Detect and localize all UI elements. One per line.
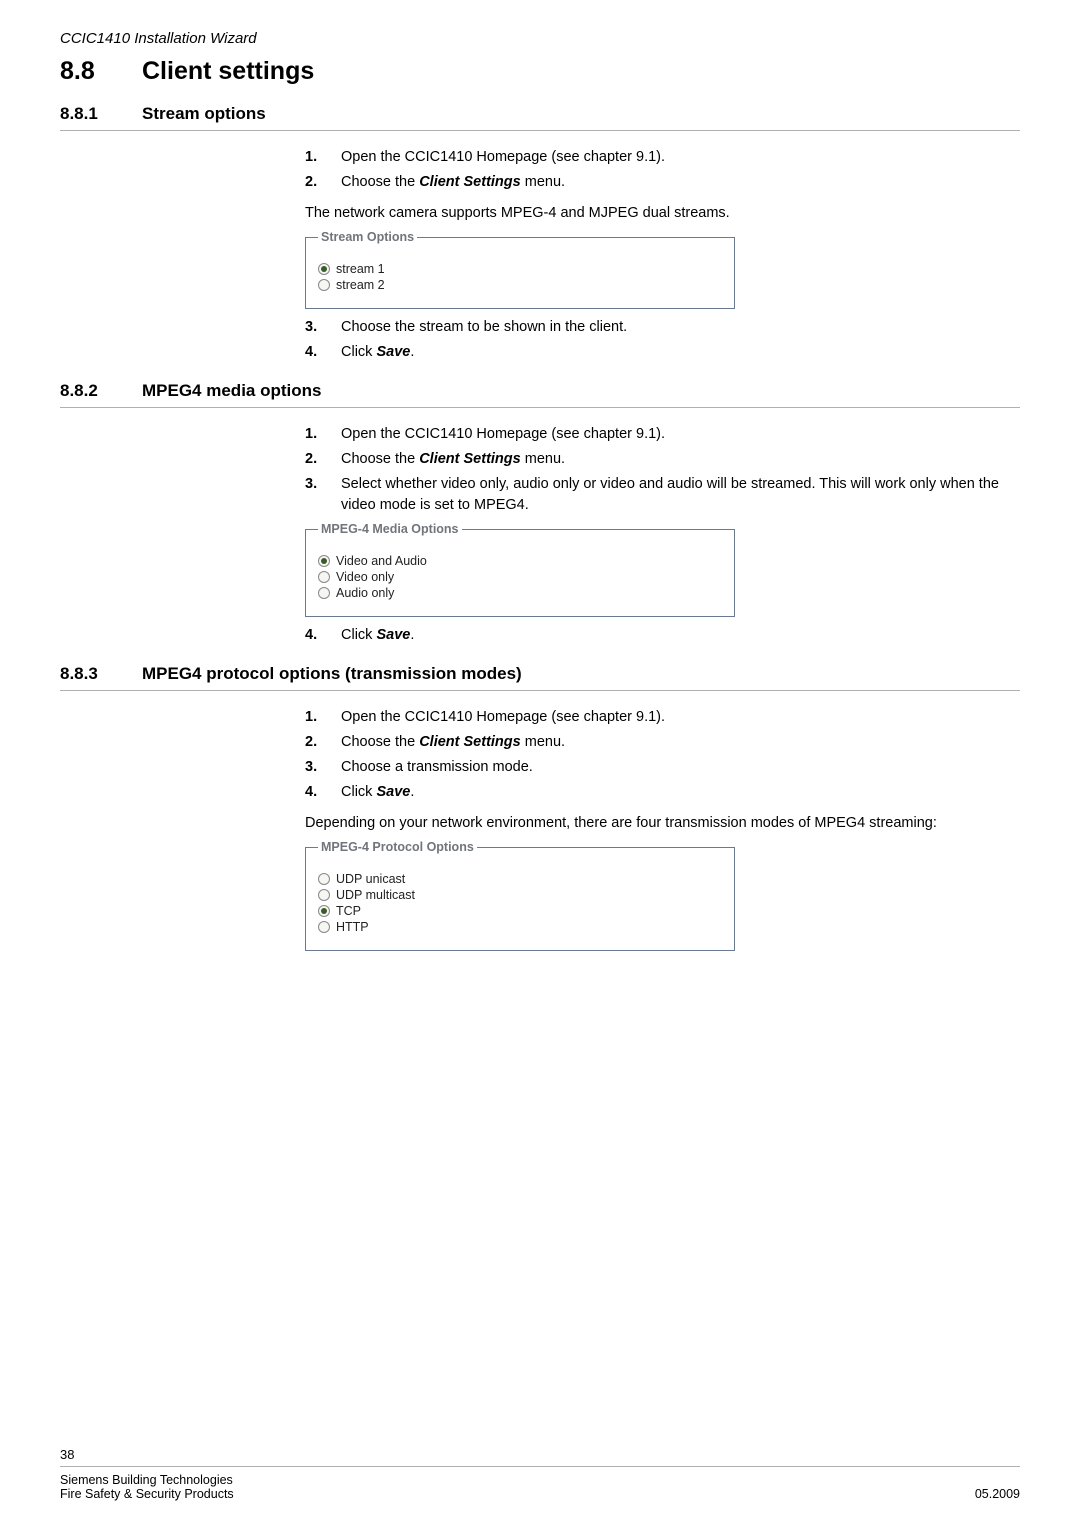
list-item: 4. Click Save.: [305, 782, 1010, 803]
list-item: 2. Choose the Client Settings menu.: [305, 449, 1010, 470]
list-text: Click Save.: [341, 625, 414, 646]
list-item: 4. Click Save.: [305, 625, 1010, 646]
list-marker: 4.: [305, 342, 341, 363]
radio-icon: [318, 905, 330, 917]
fieldset-legend: Stream Options: [318, 230, 417, 244]
list-item: 3. Select whether video only, audio only…: [305, 474, 1010, 516]
list-text: Choose a transmission mode.: [341, 757, 533, 778]
list-marker: 1.: [305, 707, 341, 728]
list-text: Select whether video only, audio only or…: [341, 474, 1010, 516]
list-text: Choose the stream to be shown in the cli…: [341, 317, 627, 338]
radio-label: stream 1: [336, 262, 385, 276]
section-title: Client settings: [142, 57, 314, 85]
list-item: 1. Open the CCIC1410 Homepage (see chapt…: [305, 424, 1010, 445]
list-marker: 3.: [305, 474, 341, 516]
list-item: 4. Click Save.: [305, 342, 1010, 363]
radio-label: Audio only: [336, 586, 394, 600]
list-text: Open the CCIC1410 Homepage (see chapter …: [341, 707, 665, 728]
fieldset-legend: MPEG-4 Media Options: [318, 522, 462, 536]
page-footer: 38 Siemens Building Technologies Fire Sa…: [60, 1447, 1020, 1501]
list-item: 2. Choose the Client Settings menu.: [305, 172, 1010, 193]
footer-date: 05.2009: [975, 1487, 1020, 1501]
radio-icon: [318, 571, 330, 583]
subsection-heading: 8.8.1Stream options: [60, 104, 1020, 124]
radio-video-audio[interactable]: Video and Audio: [318, 554, 722, 568]
radio-icon: [318, 921, 330, 933]
subsection-title: MPEG4 media options: [142, 381, 321, 400]
radio-stream2[interactable]: stream 2: [318, 278, 722, 292]
mpeg4-media-options-box: MPEG-4 Media Options Video and Audio Vid…: [305, 522, 735, 617]
list-text: Click Save.: [341, 342, 414, 363]
content-block-3: 1. Open the CCIC1410 Homepage (see chapt…: [305, 707, 1010, 951]
content-block-1: 1. Open the CCIC1410 Homepage (see chapt…: [305, 147, 1010, 363]
list-text: Open the CCIC1410 Homepage (see chapter …: [341, 147, 665, 168]
list-item: 3. Choose a transmission mode.: [305, 757, 1010, 778]
list-marker: 4.: [305, 782, 341, 803]
divider: [60, 130, 1020, 131]
list-text: Choose the Client Settings menu.: [341, 172, 565, 193]
list-marker: 2.: [305, 172, 341, 193]
radio-label: HTTP: [336, 920, 369, 934]
radio-http[interactable]: HTTP: [318, 920, 722, 934]
radio-udp-unicast[interactable]: UDP unicast: [318, 872, 722, 886]
footer-line2: Fire Safety & Security Products: [60, 1487, 234, 1501]
doc-header: CCIC1410 Installation Wizard: [60, 30, 1020, 47]
radio-icon: [318, 555, 330, 567]
subsection-heading: 8.8.2MPEG4 media options: [60, 381, 1020, 401]
stream-options-box: Stream Options stream 1 stream 2: [305, 230, 735, 309]
radio-icon: [318, 279, 330, 291]
list-text: Choose the Client Settings menu.: [341, 732, 565, 753]
content-block-2: 1. Open the CCIC1410 Homepage (see chapt…: [305, 424, 1010, 646]
radio-udp-multicast[interactable]: UDP multicast: [318, 888, 722, 902]
radio-icon: [318, 587, 330, 599]
fieldset-legend: MPEG-4 Protocol Options: [318, 840, 477, 854]
list-item: 1. Open the CCIC1410 Homepage (see chapt…: [305, 147, 1010, 168]
radio-video-only[interactable]: Video only: [318, 570, 722, 584]
paragraph: Depending on your network environment, t…: [305, 813, 1010, 834]
list-item: 3. Choose the stream to be shown in the …: [305, 317, 1010, 338]
subsection-number: 8.8.1: [60, 104, 142, 124]
subsection-title: Stream options: [142, 104, 266, 123]
list-item: 2. Choose the Client Settings menu.: [305, 732, 1010, 753]
radio-audio-only[interactable]: Audio only: [318, 586, 722, 600]
radio-label: UDP multicast: [336, 888, 415, 902]
list-marker: 2.: [305, 732, 341, 753]
subsection-heading: 8.8.3MPEG4 protocol options (transmissio…: [60, 664, 1020, 684]
subsection-number: 8.8.3: [60, 664, 142, 684]
list-text: Choose the Client Settings menu.: [341, 449, 565, 470]
radio-label: Video and Audio: [336, 554, 427, 568]
divider: [60, 407, 1020, 408]
list-marker: 4.: [305, 625, 341, 646]
list-marker: 3.: [305, 757, 341, 778]
subsection-number: 8.8.2: [60, 381, 142, 401]
section-heading: 8.8Client settings: [60, 57, 1020, 86]
list-marker: 1.: [305, 424, 341, 445]
divider: [60, 690, 1020, 691]
footer-line1: Siemens Building Technologies: [60, 1473, 234, 1487]
section-number: 8.8: [60, 57, 142, 86]
radio-label: TCP: [336, 904, 361, 918]
radio-label: stream 2: [336, 278, 385, 292]
paragraph: The network camera supports MPEG-4 and M…: [305, 203, 1010, 224]
list-marker: 3.: [305, 317, 341, 338]
radio-tcp[interactable]: TCP: [318, 904, 722, 918]
radio-icon: [318, 889, 330, 901]
radio-label: UDP unicast: [336, 872, 405, 886]
page-number: 38: [60, 1447, 1020, 1462]
list-marker: 2.: [305, 449, 341, 470]
list-text: Click Save.: [341, 782, 414, 803]
mpeg4-protocol-options-box: MPEG-4 Protocol Options UDP unicast UDP …: [305, 840, 735, 951]
footer-divider: [60, 1466, 1020, 1467]
radio-icon: [318, 873, 330, 885]
radio-icon: [318, 263, 330, 275]
list-text: Open the CCIC1410 Homepage (see chapter …: [341, 424, 665, 445]
radio-stream1[interactable]: stream 1: [318, 262, 722, 276]
subsection-title: MPEG4 protocol options (transmission mod…: [142, 664, 522, 683]
footer-left: Siemens Building Technologies Fire Safet…: [60, 1473, 234, 1501]
radio-label: Video only: [336, 570, 394, 584]
list-item: 1. Open the CCIC1410 Homepage (see chapt…: [305, 707, 1010, 728]
list-marker: 1.: [305, 147, 341, 168]
